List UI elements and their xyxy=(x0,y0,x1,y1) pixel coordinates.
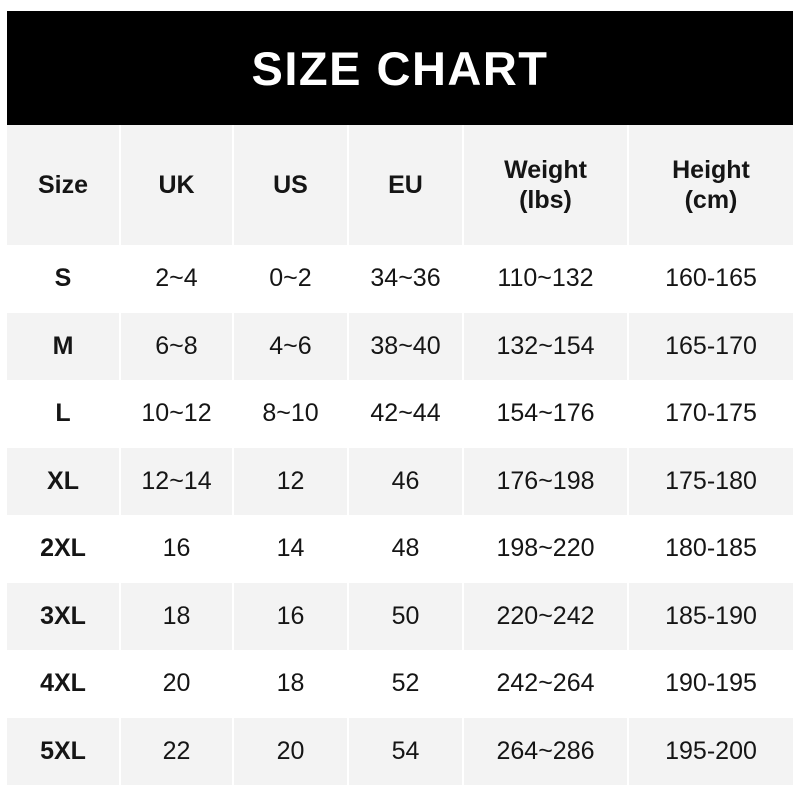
cell-size: 2XL xyxy=(7,515,121,583)
cell-height: 165-170 xyxy=(665,331,757,360)
title-banner: SIZE CHART xyxy=(7,11,793,125)
table-row: M 6~8 4~6 38~40 132~154 165-170 xyxy=(7,312,793,380)
cell-us: 0~2 xyxy=(233,245,349,313)
cell-weight: 220~242 xyxy=(463,582,629,650)
table-row: 2XL 16 14 48 198~220 180-185 xyxy=(7,515,793,583)
cell-uk: 16 xyxy=(120,515,234,583)
cell-size: M xyxy=(7,312,121,380)
cell-uk: 22 xyxy=(120,717,234,785)
cell-weight: 132~154 xyxy=(463,312,629,380)
column-header-unit: (lbs) xyxy=(519,186,572,214)
column-header-eu: EU xyxy=(348,125,464,245)
cell-height: 160-165 xyxy=(665,264,757,293)
cell-uk: 12~14 xyxy=(120,447,234,515)
cell-weight: 242~264 xyxy=(463,650,629,718)
cell-height: 190-195 xyxy=(665,669,757,698)
cell-size: S xyxy=(7,245,121,313)
column-header-weight: Weight (lbs) xyxy=(463,125,629,245)
cell-size: XL xyxy=(7,447,121,515)
cell-weight: 110~132 xyxy=(463,245,629,313)
cell-us: 18 xyxy=(233,650,349,718)
column-header-unit: (cm) xyxy=(684,186,738,214)
table-header: Size UK US EU Weight (lbs) Height (cm) xyxy=(7,125,793,245)
cell-height: 175-180 xyxy=(665,466,757,495)
table-row: S 2~4 0~2 34~36 110~132 160-165 xyxy=(7,245,793,313)
cell-eu: 52 xyxy=(348,650,464,718)
cell-height: 195-200 xyxy=(665,736,757,765)
cell-size: 3XL xyxy=(7,582,121,650)
table-row: XL 12~14 12 46 176~198 175-180 xyxy=(7,447,793,515)
cell-uk: 2~4 xyxy=(120,245,234,313)
cell-uk: 20 xyxy=(120,650,234,718)
cell-us: 8~10 xyxy=(233,380,349,448)
cell-eu: 48 xyxy=(348,515,464,583)
cell-eu: 34~36 xyxy=(348,245,464,313)
column-header-uk: UK xyxy=(120,125,234,245)
column-header-us: US xyxy=(233,125,349,245)
cell-size: 4XL xyxy=(7,650,121,718)
column-header-label: UK xyxy=(158,170,195,199)
column-header-label: Height xyxy=(672,155,750,184)
cell-eu: 50 xyxy=(348,582,464,650)
cell-uk: 18 xyxy=(120,582,234,650)
cell-eu: 54 xyxy=(348,717,464,785)
cell-height: 185-190 xyxy=(665,601,757,630)
table-row: 5XL 22 20 54 264~286 195-200 xyxy=(7,717,793,785)
column-header-label: Weight xyxy=(504,155,587,184)
cell-us: 20 xyxy=(233,717,349,785)
cell-weight: 176~198 xyxy=(463,447,629,515)
table-row: 3XL 18 16 50 220~242 185-190 xyxy=(7,582,793,650)
cell-height: 180-185 xyxy=(665,534,757,563)
cell-eu: 46 xyxy=(348,447,464,515)
column-header-label: Size xyxy=(37,170,89,199)
table-body: S 2~4 0~2 34~36 110~132 160-165 M 6~8 4~6 38~40 13… xyxy=(7,245,793,785)
cell-size: 5XL xyxy=(7,717,121,785)
cell-weight: 264~286 xyxy=(463,717,629,785)
header-row: Size UK US EU Weight (lbs) Height (cm) xyxy=(7,125,793,245)
page-title: SIZE CHART xyxy=(251,41,549,95)
cell-uk: 6~8 xyxy=(120,312,234,380)
column-header-height: Height (cm) xyxy=(628,125,793,245)
table-row: 4XL 20 18 52 242~264 190-195 xyxy=(7,650,793,718)
cell-weight: 154~176 xyxy=(463,380,629,448)
cell-size: L xyxy=(7,380,121,448)
column-header-label: US xyxy=(273,170,308,199)
cell-height: 170-175 xyxy=(665,399,757,428)
cell-us: 4~6 xyxy=(233,312,349,380)
column-header-size: Size xyxy=(7,125,121,245)
cell-weight: 198~220 xyxy=(463,515,629,583)
cell-us: 12 xyxy=(233,447,349,515)
table-row: L 10~12 8~10 42~44 154~176 170-175 xyxy=(7,380,793,448)
cell-us: 16 xyxy=(233,582,349,650)
size-chart-table: Size UK US EU Weight (lbs) Height (cm) S 2~4 0~2 3… xyxy=(7,125,793,785)
column-header-label: EU xyxy=(388,170,423,199)
cell-eu: 42~44 xyxy=(348,380,464,448)
cell-us: 14 xyxy=(233,515,349,583)
cell-eu: 38~40 xyxy=(348,312,464,380)
cell-uk: 10~12 xyxy=(120,380,234,448)
